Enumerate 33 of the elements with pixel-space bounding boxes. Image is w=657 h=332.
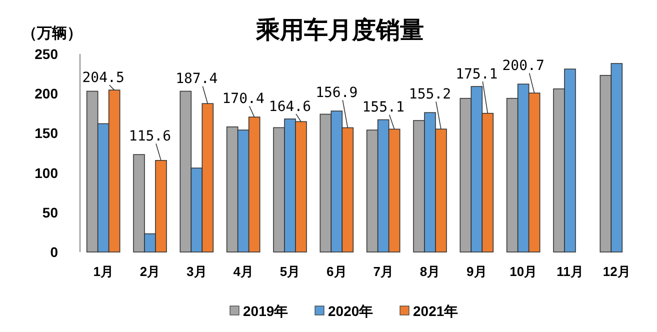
legend-label: 2020年 bbox=[328, 303, 374, 319]
x-tick-label: 9月 bbox=[466, 264, 487, 279]
y-tick-label: 150 bbox=[34, 125, 58, 142]
data-label: 155.2 bbox=[408, 86, 452, 103]
data-label: 187.4 bbox=[176, 71, 218, 88]
legend-label: 2021年 bbox=[413, 303, 458, 319]
x-tick-label: 4月 bbox=[233, 264, 254, 279]
chart-title: 乘用车月度销量 bbox=[255, 17, 424, 44]
y-tick-label: 200 bbox=[34, 86, 58, 102]
data-label: 156.9 bbox=[316, 85, 358, 102]
y-axis-title: （万辆） bbox=[22, 25, 82, 42]
x-tick-label: 6月 bbox=[326, 264, 347, 279]
y-tick-label: 50 bbox=[42, 204, 58, 220]
x-tick-label: 10月 bbox=[510, 264, 538, 279]
data-label: 155.1 bbox=[362, 100, 404, 116]
data-label: 175.1 bbox=[456, 66, 498, 82]
x-tick-label: 5月 bbox=[280, 264, 300, 279]
x-tick-label: 8月 bbox=[420, 264, 440, 279]
data-label: 170.4 bbox=[222, 91, 264, 108]
x-tick-label: 12月 bbox=[602, 264, 630, 279]
data-label: 204.5 bbox=[82, 70, 124, 86]
data-label: 164.6 bbox=[268, 98, 312, 115]
x-tick-label: 11月 bbox=[556, 264, 584, 279]
y-tick-label: 0 bbox=[50, 244, 58, 260]
y-tick-label: 100 bbox=[34, 164, 58, 181]
y-tick-label: 250 bbox=[34, 46, 58, 62]
x-tick-label: 2月 bbox=[140, 264, 160, 279]
x-tick-label: 1月 bbox=[93, 264, 114, 279]
data-label: 115.6 bbox=[128, 128, 172, 145]
legend-label: 2019年 bbox=[243, 303, 288, 319]
data-label: 200.7 bbox=[502, 58, 544, 74]
x-tick-label: 3月 bbox=[186, 264, 207, 279]
x-tick-label: 7月 bbox=[373, 264, 394, 279]
